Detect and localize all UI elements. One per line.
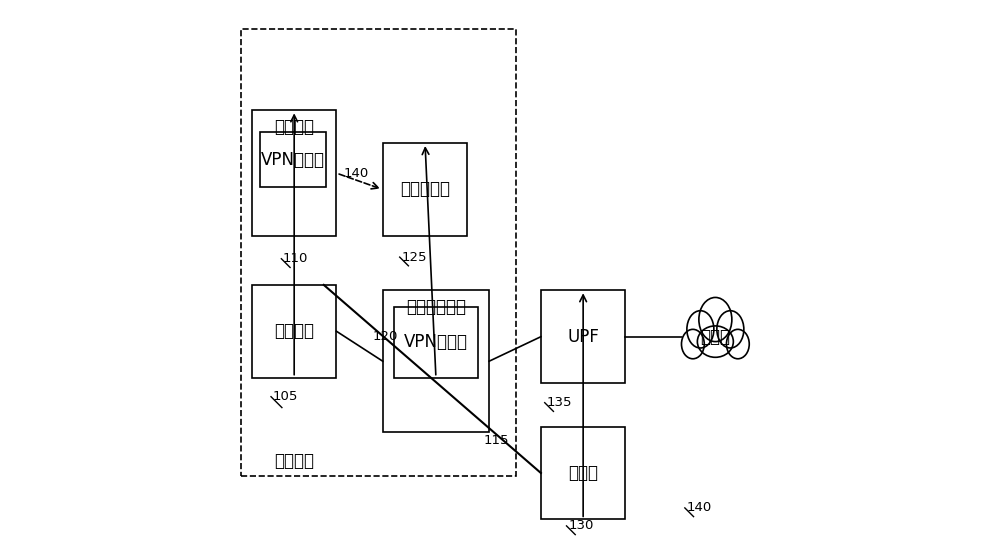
Ellipse shape <box>687 311 714 348</box>
Text: 企业局域网: 企业局域网 <box>400 180 450 198</box>
Text: 130: 130 <box>568 520 594 533</box>
Text: VPN服务器: VPN服务器 <box>404 333 468 351</box>
Text: 110: 110 <box>283 252 308 265</box>
Text: 115: 115 <box>484 434 509 447</box>
Ellipse shape <box>726 329 749 359</box>
Text: 专网终端: 专网终端 <box>274 118 314 136</box>
Bar <box>252 285 336 378</box>
Ellipse shape <box>681 329 704 359</box>
Text: VPN客户端: VPN客户端 <box>261 151 325 168</box>
Bar <box>383 143 467 236</box>
Text: 互联网: 互联网 <box>700 328 730 346</box>
Text: 专网分流设备: 专网分流设备 <box>406 298 466 316</box>
Bar <box>241 28 516 476</box>
Bar <box>541 290 625 383</box>
Text: 专网基站: 专网基站 <box>274 322 314 340</box>
Text: 140: 140 <box>686 501 712 515</box>
Bar <box>383 290 489 432</box>
Text: 核心网: 核心网 <box>568 464 598 482</box>
Text: 120: 120 <box>372 330 398 343</box>
Ellipse shape <box>697 326 733 357</box>
Bar <box>394 307 478 378</box>
Bar <box>541 427 625 520</box>
Bar <box>260 132 326 187</box>
Text: UPF: UPF <box>567 328 599 346</box>
Ellipse shape <box>717 311 744 348</box>
Bar <box>252 111 336 236</box>
Text: 105: 105 <box>273 390 298 403</box>
Text: 140: 140 <box>344 167 369 180</box>
Text: 企业网络: 企业网络 <box>274 452 314 470</box>
Text: 135: 135 <box>546 396 572 409</box>
Text: 125: 125 <box>401 250 427 264</box>
Ellipse shape <box>699 298 732 341</box>
